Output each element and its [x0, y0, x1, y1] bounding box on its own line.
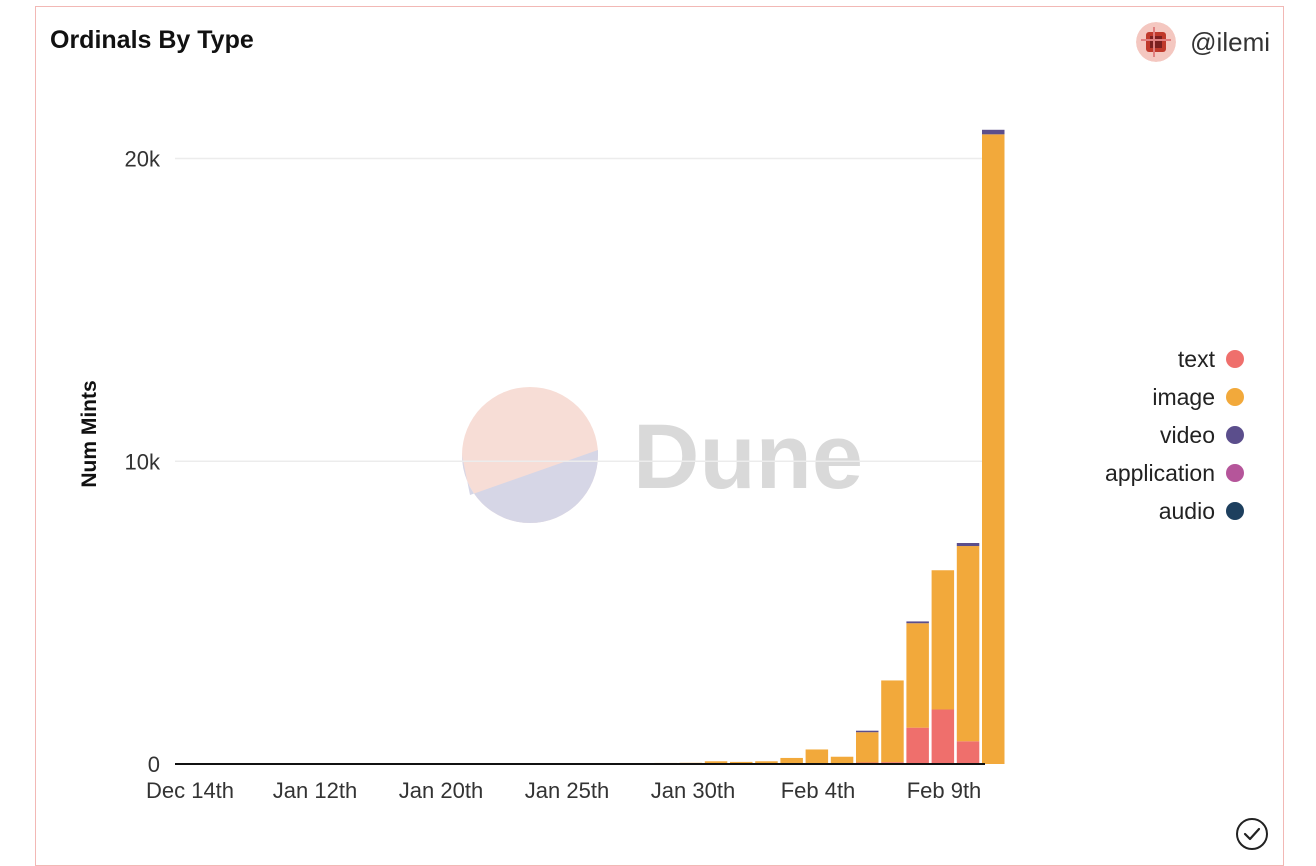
bar-segment-image[interactable]: [704, 761, 728, 764]
y-tick-label: 0: [148, 752, 160, 777]
y-tick-label: 20k: [125, 147, 161, 172]
legend-label-image: image: [1152, 384, 1215, 410]
legend-swatch-video[interactable]: [1226, 426, 1244, 444]
x-tick-label: Jan 20th: [399, 778, 483, 803]
bar-segment-text[interactable]: [931, 709, 955, 764]
x-tick-label: Feb 9th: [907, 778, 982, 803]
legend-swatch-application[interactable]: [1226, 464, 1244, 482]
check-circle-icon[interactable]: [1234, 816, 1270, 852]
legend-swatch-image[interactable]: [1226, 388, 1244, 406]
bar-segment-text[interactable]: [956, 741, 980, 764]
legend-label-application: application: [1105, 460, 1215, 486]
bar-segment-image[interactable]: [830, 756, 854, 764]
chart-title: Ordinals By Type: [50, 26, 254, 54]
watermark-text: Dune: [633, 406, 863, 508]
y-tick-label: 10k: [125, 449, 161, 474]
bar-segment-image[interactable]: [956, 546, 980, 742]
bar-segment-image[interactable]: [982, 134, 1005, 764]
bar-segment-video[interactable]: [906, 621, 929, 624]
legend-swatch-audio[interactable]: [1226, 502, 1244, 520]
bar-segment-image[interactable]: [805, 749, 829, 764]
bar-segment-image[interactable]: [730, 761, 753, 764]
bar-segment-image[interactable]: [755, 761, 778, 764]
bar-segment-video[interactable]: [982, 129, 1005, 135]
bar-segment-text[interactable]: [906, 727, 929, 764]
x-tick-label: Dec 14th: [146, 778, 234, 803]
dune-logo-icon: [462, 387, 598, 523]
bars: [478, 129, 1005, 765]
author-badge[interactable]: @ilemi: [1136, 22, 1270, 62]
legend: text image video application audio: [1105, 346, 1244, 524]
bar-segment-image[interactable]: [856, 732, 879, 763]
x-tick-label: Jan 25th: [525, 778, 609, 803]
bar-segment-video[interactable]: [956, 543, 980, 547]
author-name: @ilemi: [1190, 26, 1270, 57]
legend-label-audio: audio: [1159, 498, 1215, 524]
x-tick-label: Jan 12th: [273, 778, 357, 803]
bar-segment-video[interactable]: [856, 730, 879, 733]
bar-segment-image[interactable]: [906, 623, 929, 728]
grid: [175, 157, 985, 463]
legend-label-video: video: [1160, 422, 1215, 448]
bar-segment-image[interactable]: [780, 757, 803, 764]
x-tick-label: Jan 30th: [651, 778, 735, 803]
x-tick-label: Feb 4th: [781, 778, 856, 803]
bar-segment-image[interactable]: [931, 570, 955, 710]
watermark: Dune: [462, 387, 863, 523]
axes: 0 10k 20k Dec 14th Jan 12th Jan 20th Jan 25th J…: [125, 147, 985, 803]
avatar: [1136, 22, 1177, 62]
y-axis-label: Num Mints: [78, 380, 101, 487]
chart-card: [35, 6, 1284, 866]
legend-swatch-text[interactable]: [1226, 350, 1244, 368]
bar-segment-image[interactable]: [881, 680, 904, 763]
legend-label-text: text: [1178, 346, 1216, 372]
